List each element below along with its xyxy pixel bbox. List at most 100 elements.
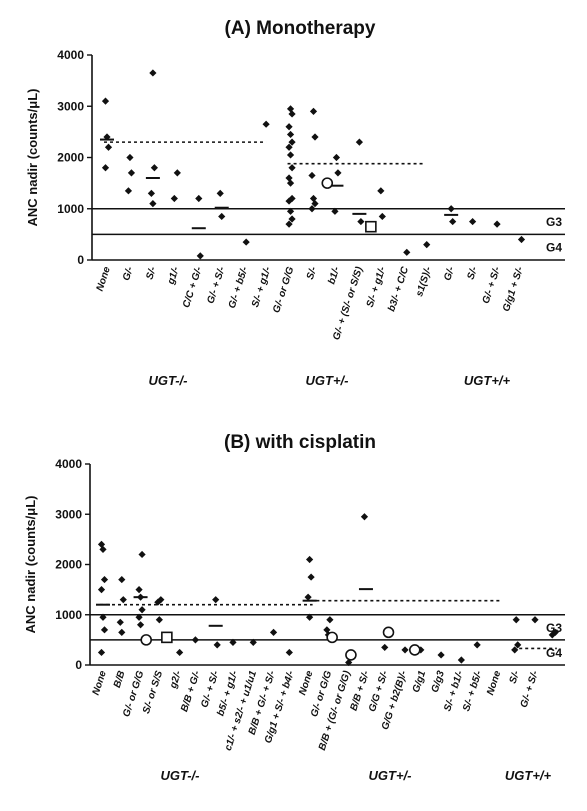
data-point xyxy=(331,207,339,215)
data-point xyxy=(149,69,157,77)
data-point xyxy=(285,143,293,151)
category-label: G/- xyxy=(442,265,457,282)
data-point xyxy=(127,169,136,177)
data-point xyxy=(308,171,316,180)
group-label: UGT-/- xyxy=(149,373,188,388)
data-point xyxy=(311,200,319,208)
category-label: S/- xyxy=(305,265,320,281)
data-point xyxy=(288,164,296,172)
data-point xyxy=(447,205,455,213)
category-label: b3/- + C/C xyxy=(386,265,411,313)
data-point xyxy=(285,648,293,657)
category-label: s1(S)/- xyxy=(414,265,434,298)
category-label: C/C + G/- xyxy=(181,265,205,309)
data-point xyxy=(469,217,477,226)
category-label: b1/- xyxy=(326,265,342,286)
y-tick-label: 4000 xyxy=(57,48,84,62)
data-point xyxy=(473,641,481,649)
chart-panel-b: (B) with cisplatin 0 1000 2000 3000 4000 ANC n… xyxy=(23,432,565,783)
data-point xyxy=(213,641,221,649)
chart-title: (A) Monotherapy xyxy=(225,18,376,39)
data-point xyxy=(355,138,363,146)
data-point xyxy=(157,596,165,604)
open-circle-marker xyxy=(408,644,421,656)
data-point xyxy=(493,220,501,228)
data-point xyxy=(101,164,110,172)
data-point xyxy=(147,189,155,197)
data-point xyxy=(135,613,143,621)
data-point xyxy=(381,643,389,652)
y-tick-label: 2000 xyxy=(57,151,84,165)
data-point xyxy=(138,550,146,559)
open-circle-marker xyxy=(140,634,152,646)
category-label: None xyxy=(297,669,315,697)
data-point xyxy=(101,97,110,105)
category-label: G/- or G/G xyxy=(271,265,296,314)
data-point xyxy=(306,613,314,621)
data-point xyxy=(149,200,157,208)
data-point xyxy=(176,648,184,657)
data-point xyxy=(249,638,257,646)
data-point xyxy=(196,252,204,260)
category-label: None xyxy=(95,265,113,293)
data-point xyxy=(514,641,522,649)
data-point xyxy=(124,187,133,195)
data-point xyxy=(138,606,146,614)
data-point xyxy=(449,217,457,226)
data-point xyxy=(357,217,365,226)
data-point xyxy=(97,540,106,548)
data-point xyxy=(288,138,296,146)
open-circle-marker xyxy=(326,631,338,644)
data-point xyxy=(403,248,411,256)
open-circle-marker xyxy=(345,649,357,661)
data-point xyxy=(378,212,386,221)
data-point xyxy=(155,616,163,624)
data-point xyxy=(269,628,278,636)
category-label: None xyxy=(91,669,109,697)
data-point xyxy=(136,621,145,629)
data-point xyxy=(417,646,425,654)
data-point xyxy=(97,648,106,657)
category-label: G/g3 xyxy=(430,669,447,694)
data-point xyxy=(118,575,126,584)
category-label: G/- xyxy=(121,265,136,282)
ref-label-g4: G4 xyxy=(546,646,562,660)
category-label: g2/- xyxy=(168,669,184,691)
open-square-marker xyxy=(365,220,377,233)
data-point xyxy=(548,631,556,639)
data-point xyxy=(242,238,250,246)
data-point xyxy=(135,586,143,594)
category-label: S/- xyxy=(466,265,481,281)
data-point xyxy=(99,545,107,554)
data-point xyxy=(103,133,111,141)
ref-label-g3: G3 xyxy=(546,215,562,229)
data-point xyxy=(286,151,295,159)
data-point xyxy=(116,618,124,626)
y-tick-label: 3000 xyxy=(55,507,82,521)
data-point xyxy=(216,189,224,197)
data-point xyxy=(191,636,200,644)
data-point xyxy=(423,241,431,249)
data-point xyxy=(531,616,539,624)
ref-label-g4: G4 xyxy=(546,240,562,254)
data-point xyxy=(285,174,293,182)
data-point xyxy=(136,593,145,601)
y-axis-label: ANC nadir (counts/μL) xyxy=(23,496,38,634)
y-tick-label: 1000 xyxy=(57,202,84,216)
category-label: G/g1 xyxy=(411,669,428,694)
group-label: UGT+/+ xyxy=(464,373,511,388)
data-point xyxy=(154,598,162,606)
y-tick-label: 1000 xyxy=(55,608,82,622)
data-point xyxy=(212,596,220,604)
data-point xyxy=(311,133,319,141)
data-point xyxy=(511,646,519,654)
group-label: UGT-/- xyxy=(161,768,200,783)
group-label: UGT+/- xyxy=(306,373,349,388)
data-point xyxy=(285,220,293,228)
chart-panel-a: (A) Monotherapy 0 1000 2000 3000 4000 ANC nadi… xyxy=(25,18,565,388)
y-tick-label: 2000 xyxy=(55,558,82,572)
data-point xyxy=(286,105,295,113)
data-point xyxy=(288,215,296,223)
data-point xyxy=(150,164,158,172)
